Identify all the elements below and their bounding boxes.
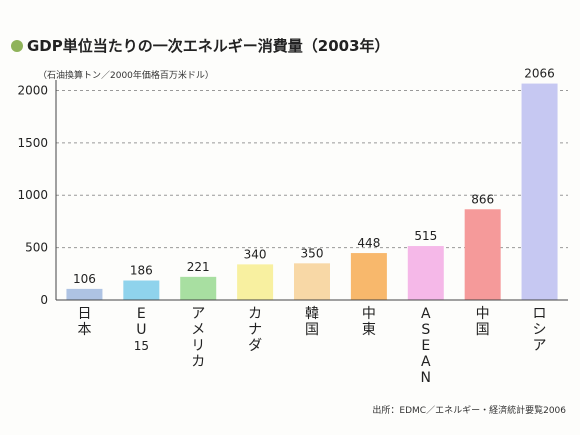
x-tick-label: ロシア: [533, 306, 547, 354]
bar: [123, 280, 160, 300]
bar: [66, 288, 103, 300]
data-label: 2066: [524, 67, 555, 81]
x-tick-label: 中国: [476, 306, 490, 338]
bar: [521, 83, 558, 300]
bars: [66, 83, 558, 300]
y-tick-label: 0: [40, 293, 48, 307]
bar: [464, 209, 501, 300]
x-tick-label: 日本: [77, 306, 91, 338]
data-label: 186: [130, 264, 153, 278]
value-labels: 106 186 221 340 350 448 515 866 2066: [73, 67, 555, 286]
bar: [237, 264, 274, 300]
unit-label: （石油換算トン／2000年価格百万米ドル）: [38, 69, 214, 81]
data-label: 866: [471, 192, 494, 206]
data-label: 221: [187, 260, 210, 274]
y-tick-label: 1500: [17, 136, 48, 150]
data-label: 448: [357, 236, 380, 250]
bar: [294, 263, 330, 300]
title-bullet-icon: [11, 40, 23, 52]
y-axis-ticks: 0 500 1000 1500 2000: [17, 83, 48, 307]
source-note: 出所：EDMC／エネルギー・経済統計要覧2006: [372, 404, 566, 416]
data-label: 106: [73, 272, 96, 286]
y-tick-label: 1000: [17, 188, 48, 202]
x-tick-label: カナダ: [248, 306, 262, 354]
x-tick-label: 中東: [362, 306, 376, 338]
x-tick-label: アメリカ: [191, 306, 205, 370]
chart-title: GDP単位当たりの一次エネルギー消費量（2003年）: [27, 37, 390, 55]
data-label: 340: [244, 247, 267, 261]
bar: [350, 253, 387, 300]
category-labels: 日本 E U 15 アメリカ カナダ 韓国 中東 A S E A N 中国 ロシア: [77, 306, 546, 386]
data-label: 350: [301, 246, 324, 260]
x-tick-label: E U 15: [134, 306, 149, 353]
bar: [407, 246, 444, 300]
y-tick-label: 500: [25, 241, 48, 255]
y-tick-label: 2000: [17, 83, 48, 97]
bar: [180, 276, 217, 300]
x-tick-label: 韓国: [305, 306, 319, 338]
data-label: 515: [414, 229, 437, 243]
